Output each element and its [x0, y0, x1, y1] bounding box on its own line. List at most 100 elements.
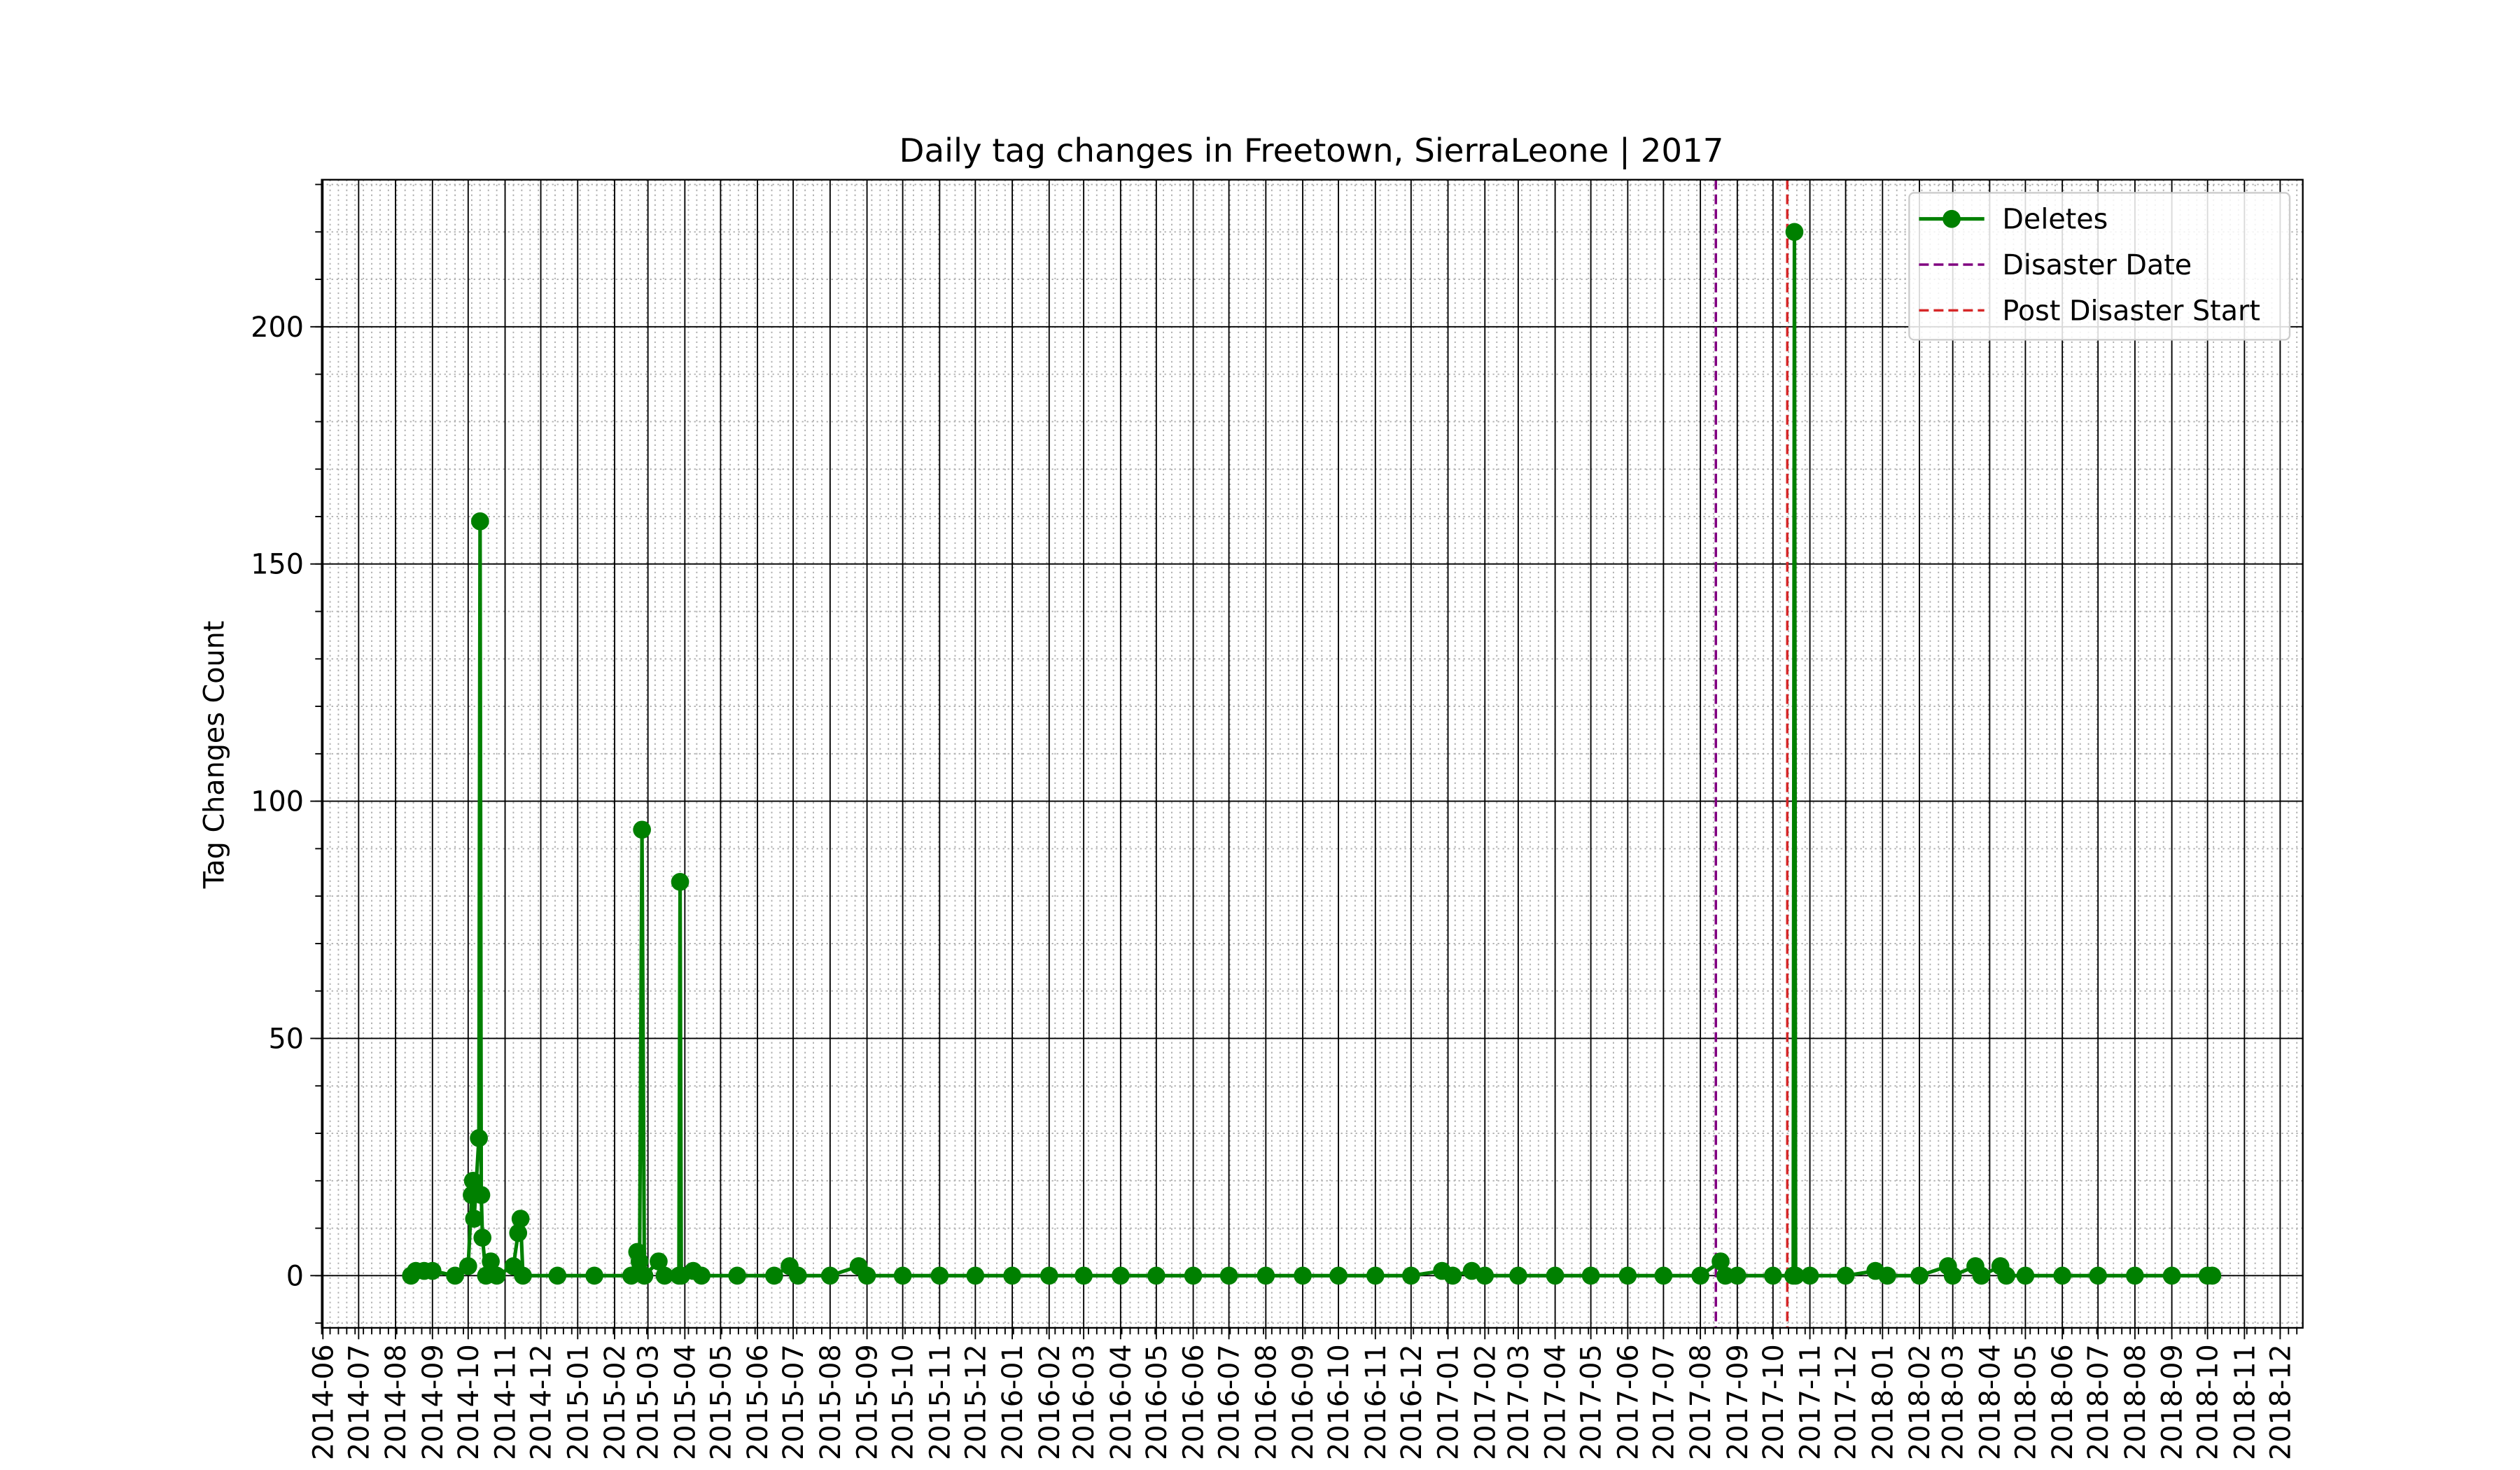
x-tick-label: 2018-01	[1867, 1344, 1899, 1460]
x-tick-label: 2015-06	[742, 1344, 774, 1460]
data-point	[1785, 223, 1804, 241]
data-point	[789, 1266, 807, 1285]
data-point	[1728, 1266, 1746, 1285]
x-tick-label: 2015-02	[599, 1344, 631, 1460]
data-point	[650, 1252, 668, 1270]
data-point	[1147, 1266, 1166, 1285]
x-tick-label: 2018-10	[2192, 1344, 2225, 1460]
x-tick-label: 2018-03	[1938, 1344, 1970, 1460]
x-tick-label: 2016-08	[1250, 1344, 1282, 1460]
data-point	[1546, 1266, 1564, 1285]
x-tick-label: 2016-03	[1068, 1344, 1100, 1460]
data-point	[509, 1224, 528, 1242]
data-point	[511, 1210, 530, 1228]
chart-title: Daily tag changes in Freetown, SierraLeo…	[899, 132, 1724, 170]
data-point	[1618, 1266, 1637, 1285]
data-point	[465, 1210, 484, 1228]
data-point	[1836, 1266, 1855, 1285]
x-tick-label: 2015-12	[960, 1344, 992, 1460]
data-point	[423, 1261, 442, 1280]
data-point	[1972, 1266, 1991, 1285]
legend-swatch-marker	[1942, 209, 1961, 228]
data-point	[1003, 1266, 1021, 1285]
data-point	[765, 1266, 783, 1285]
data-point	[692, 1266, 710, 1285]
data-point	[671, 872, 690, 891]
x-tick-label: 2014-08	[380, 1344, 412, 1460]
x-tick-label: 2018-02	[1904, 1344, 1936, 1460]
x-tick-label: 2017-10	[1758, 1344, 1790, 1460]
data-point	[548, 1266, 567, 1285]
x-tick-label: 2017-04	[1540, 1344, 1572, 1460]
data-point	[1691, 1266, 1709, 1285]
plot-frame	[321, 178, 2304, 1329]
x-tick-label: 2014-11	[490, 1344, 522, 1460]
data-point	[728, 1266, 747, 1285]
x-tick-label: 2016-02	[1034, 1344, 1066, 1460]
data-point	[1786, 1266, 1805, 1285]
data-point	[1943, 1266, 1962, 1285]
x-tick-label: 2016-04	[1105, 1344, 1138, 1460]
x-tick-label: 2016-09	[1287, 1344, 1320, 1460]
x-tick-label: 2017-01	[1433, 1344, 1465, 1460]
x-tick-label: 2018-04	[1974, 1344, 2006, 1460]
x-tick-label: 2017-06	[1612, 1344, 1644, 1460]
legend-label: Disaster Date	[2002, 249, 2192, 281]
data-point	[1712, 1252, 1730, 1270]
data-point	[1329, 1266, 1348, 1285]
x-tick-label: 2016-10	[1323, 1344, 1355, 1460]
data-point	[1878, 1266, 1896, 1285]
x-tick-label: 2017-03	[1503, 1344, 1535, 1460]
x-tick-label: 2015-04	[669, 1344, 701, 1460]
data-point	[1654, 1266, 1673, 1285]
data-point	[482, 1252, 500, 1270]
x-tick-label: 2017-08	[1685, 1344, 1717, 1460]
x-tick-label: 2015-10	[888, 1344, 920, 1460]
data-point	[821, 1266, 839, 1285]
data-point	[1581, 1266, 1600, 1285]
data-point	[585, 1266, 603, 1285]
x-tick-label: 2016-06	[1178, 1344, 1210, 1460]
x-tick-label: 2015-05	[705, 1344, 737, 1460]
y-tick-label: 150	[251, 549, 304, 581]
x-tick-label: 2014-10	[453, 1344, 485, 1460]
data-point	[2053, 1266, 2071, 1285]
data-point	[463, 1171, 482, 1190]
data-point	[487, 1266, 506, 1285]
data-point	[1764, 1266, 1782, 1285]
data-point	[2016, 1266, 2035, 1285]
data-point	[470, 1128, 488, 1147]
x-tick-label: 2018-06	[2047, 1344, 2079, 1460]
data-point	[630, 1252, 649, 1270]
data-point	[1366, 1266, 1385, 1285]
x-tick-label: 2014-09	[417, 1344, 449, 1460]
data-point	[2089, 1266, 2107, 1285]
x-tick-label: 2015-08	[815, 1344, 847, 1460]
data-point	[1256, 1266, 1275, 1285]
data-point	[514, 1266, 532, 1285]
x-tick-label: 2018-07	[2082, 1344, 2115, 1460]
y-tick-label: 100	[251, 786, 304, 818]
data-point	[622, 1266, 640, 1285]
x-tick-label: 2018-08	[2120, 1344, 2152, 1460]
data-point	[1040, 1266, 1058, 1285]
y-tick-label: 200	[251, 312, 304, 344]
data-point	[472, 1186, 491, 1204]
y-tick-label: 0	[286, 1260, 304, 1292]
data-point	[1443, 1266, 1462, 1285]
data-point	[1910, 1266, 1928, 1285]
x-tick-label: 2018-05	[2010, 1344, 2042, 1460]
data-point	[1800, 1266, 1819, 1285]
x-tick-label: 2015-03	[633, 1344, 665, 1460]
x-tick-label: 2017-07	[1648, 1344, 1680, 1460]
x-tick-label: 2014-06	[307, 1344, 340, 1460]
x-tick-label: 2015-09	[852, 1344, 884, 1460]
data-point	[458, 1256, 477, 1275]
x-tick-label: 2016-07	[1214, 1344, 1246, 1460]
data-point	[2126, 1266, 2144, 1285]
x-tick-label: 2016-12	[1396, 1344, 1428, 1460]
data-point	[1401, 1266, 1420, 1285]
y-axis-label: Tag Changes Count	[199, 621, 231, 890]
x-tick-label: 2015-07	[778, 1344, 810, 1460]
